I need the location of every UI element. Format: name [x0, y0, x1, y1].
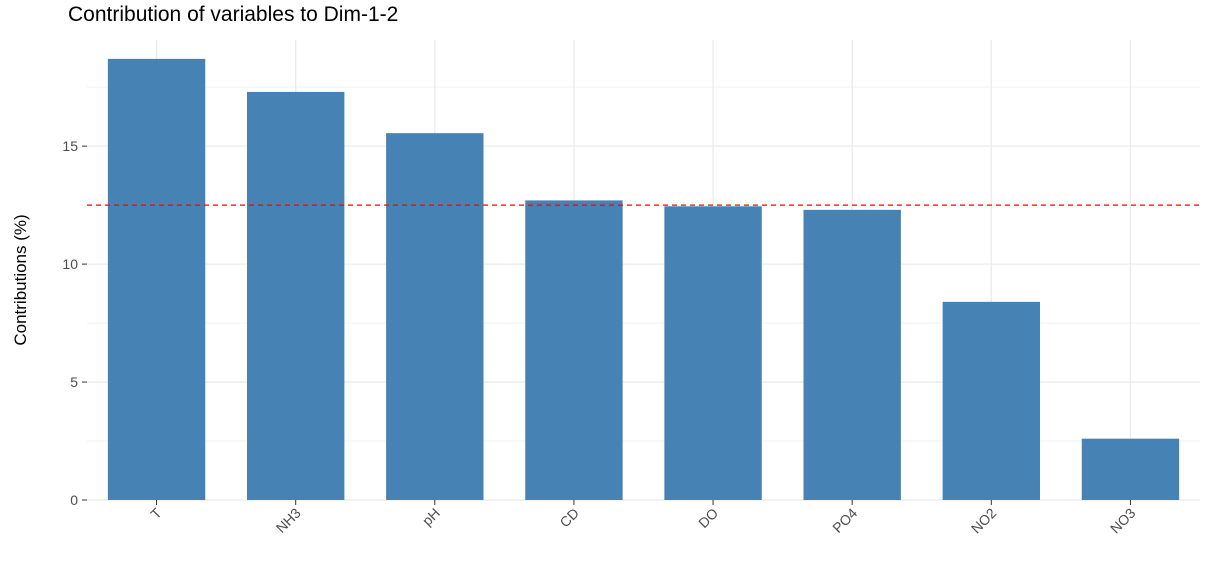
- bar-cd: [525, 200, 623, 500]
- y-tick-label: 15: [62, 138, 78, 154]
- x-tick-label-no3: NO3: [1107, 505, 1139, 537]
- bar-no3: [1081, 438, 1180, 500]
- x-tick-label-ph: pH: [419, 505, 443, 529]
- x-tick-label-t: T: [147, 504, 165, 522]
- bar-no2: [942, 301, 1041, 500]
- y-tick-label: 5: [70, 374, 78, 390]
- y-tick-label: 10: [62, 256, 78, 272]
- x-tick-label-cd: CD: [556, 505, 582, 531]
- y-tick-label: 0: [70, 492, 78, 508]
- x-tick-label-nh3: NH3: [273, 505, 304, 536]
- bar-po4: [803, 209, 901, 500]
- bar-t: [107, 58, 206, 500]
- chart-title: Contribution of variables to Dim-1-2: [68, 3, 398, 26]
- bar-ph: [386, 133, 484, 500]
- bars: [107, 58, 1180, 501]
- bar-nh3: [246, 91, 345, 501]
- x-tick-label-do: DO: [695, 505, 721, 531]
- x-axis-ticks: T NH3 pH CD DO PO4 NO2 NO3: [147, 500, 1139, 537]
- bar-do: [664, 206, 762, 501]
- x-tick-label-po4: PO4: [829, 505, 860, 536]
- y-axis-label: Contributions (%): [11, 214, 30, 345]
- y-axis-ticks: 0 5 10 15: [62, 138, 87, 508]
- x-tick-label-no2: NO2: [968, 505, 1000, 537]
